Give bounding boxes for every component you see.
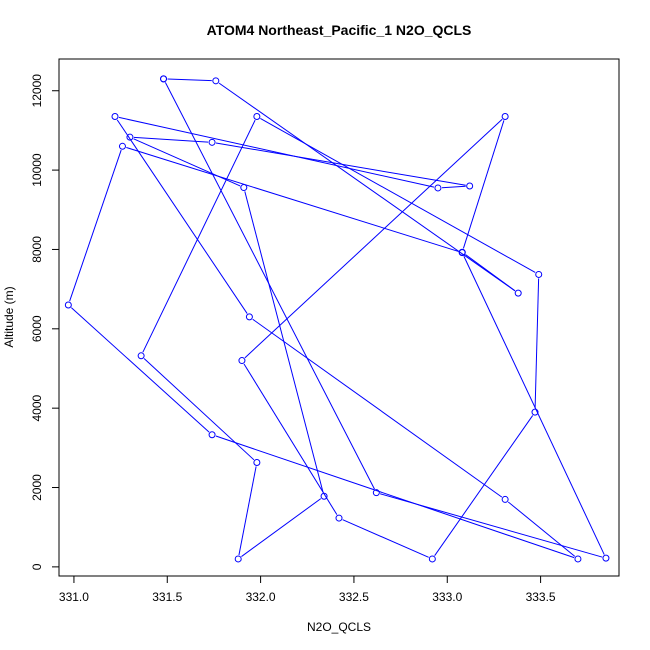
data-point — [458, 249, 466, 257]
data-point — [118, 142, 126, 150]
series-segment — [441, 185, 466, 189]
series-segment — [118, 116, 435, 188]
data-point — [428, 555, 436, 563]
y-tick-label: 6000 — [30, 315, 44, 342]
series-segment — [116, 119, 248, 314]
data-point — [602, 554, 610, 562]
data-point — [64, 301, 72, 309]
data-point — [531, 408, 539, 416]
data-point — [253, 459, 261, 467]
x-tick-label: 333.0 — [432, 590, 462, 604]
x-tick-label: 332.5 — [339, 590, 369, 604]
series-segment — [243, 363, 338, 515]
y-tick-label: 4000 — [30, 394, 44, 421]
series-segment — [238, 466, 257, 556]
y-tick-label: 8000 — [30, 236, 44, 263]
data-point — [160, 75, 168, 83]
x-axis-label: N2O_QCLS — [307, 620, 371, 634]
x-axis: 331.0 331.5 332.0 332.5 333.0 333.5 — [59, 575, 556, 604]
x-tick-label: 331.0 — [59, 590, 89, 604]
y-tick-label: 12000 — [30, 74, 44, 108]
data-point — [434, 184, 442, 192]
data-point — [208, 138, 216, 146]
series-segment — [465, 254, 516, 292]
data-point — [212, 77, 220, 85]
data-point — [372, 489, 380, 497]
series-segment — [463, 256, 605, 555]
x-tick-label: 333.5 — [526, 590, 556, 604]
data-point — [111, 113, 119, 121]
y-tick-label: 0 — [30, 563, 44, 570]
series — [64, 75, 610, 563]
series-segment — [126, 147, 459, 252]
series-segment — [164, 82, 375, 490]
y-tick-label: 2000 — [30, 474, 44, 501]
series-segment — [241, 498, 322, 557]
y-tick-label: 10000 — [30, 153, 44, 187]
data-point — [240, 184, 248, 192]
series-segment — [167, 78, 212, 82]
series-segment — [218, 82, 516, 292]
series-segment — [252, 318, 503, 498]
series-segment — [143, 358, 255, 461]
data-point — [535, 270, 543, 278]
series-segment — [133, 138, 241, 187]
x-tick-label: 332.0 — [246, 590, 276, 604]
data-point — [137, 352, 145, 360]
plot-area — [58, 58, 620, 577]
series-segment — [215, 435, 575, 559]
series-segment — [342, 519, 429, 558]
series-segment — [142, 119, 256, 353]
data-point — [126, 133, 134, 141]
series-segment — [133, 136, 209, 143]
data-point — [466, 182, 474, 190]
data-point — [514, 289, 522, 297]
y-axis-label: Altitude (m) — [2, 286, 16, 347]
data-point — [335, 514, 343, 522]
data-point — [238, 357, 246, 365]
data-point — [501, 113, 509, 121]
data-point — [245, 313, 253, 321]
series-segment — [534, 278, 540, 409]
y-axis: 0 2000 4000 6000 8000 10000 12000 — [30, 74, 60, 570]
series-segment — [244, 118, 503, 359]
data-point — [234, 555, 242, 563]
series-segment — [380, 493, 603, 558]
series-segment — [462, 120, 505, 249]
data-point — [208, 431, 216, 439]
series-segment — [434, 415, 534, 556]
chart-title: ATOM4 Northeast_Pacific_1 N2O_QCLS — [207, 22, 472, 38]
data-point — [574, 555, 582, 563]
series-segment — [260, 118, 536, 273]
data-point — [253, 113, 261, 121]
series-segment — [215, 142, 466, 186]
x-tick-label: 331.5 — [152, 590, 182, 604]
series-segment — [70, 307, 210, 433]
series-segment — [69, 149, 122, 302]
series-segment — [507, 501, 576, 557]
data-point — [320, 492, 328, 500]
data-point — [501, 495, 509, 503]
